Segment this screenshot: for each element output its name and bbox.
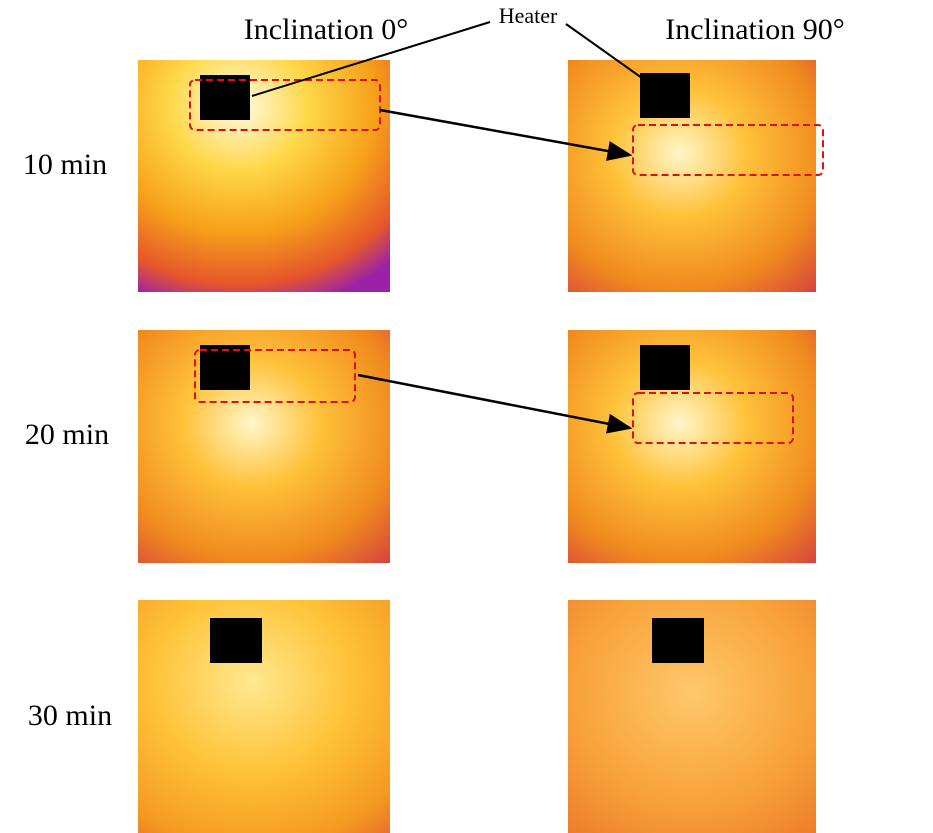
row-label: 20 min	[25, 418, 109, 451]
column-header: Inclination 0°	[244, 13, 408, 46]
column-header: Inclination 90°	[665, 13, 844, 46]
heater	[652, 618, 704, 663]
figure: Inclination 0° Inclination 90° Heater 10…	[0, 0, 933, 833]
thermal-image	[138, 330, 390, 563]
row-label: 10 min	[23, 148, 107, 181]
thermal-image	[568, 330, 816, 563]
thermal-images	[138, 60, 816, 833]
heater	[210, 618, 262, 663]
thermal-image	[138, 600, 390, 833]
heater	[640, 73, 690, 118]
heater	[640, 345, 690, 390]
thermal-image	[568, 60, 816, 292]
row-label: 30 min	[28, 699, 112, 732]
heater	[200, 75, 250, 120]
heater	[200, 345, 250, 390]
annotation: Heater	[499, 3, 558, 28]
thermal-image	[138, 60, 390, 292]
